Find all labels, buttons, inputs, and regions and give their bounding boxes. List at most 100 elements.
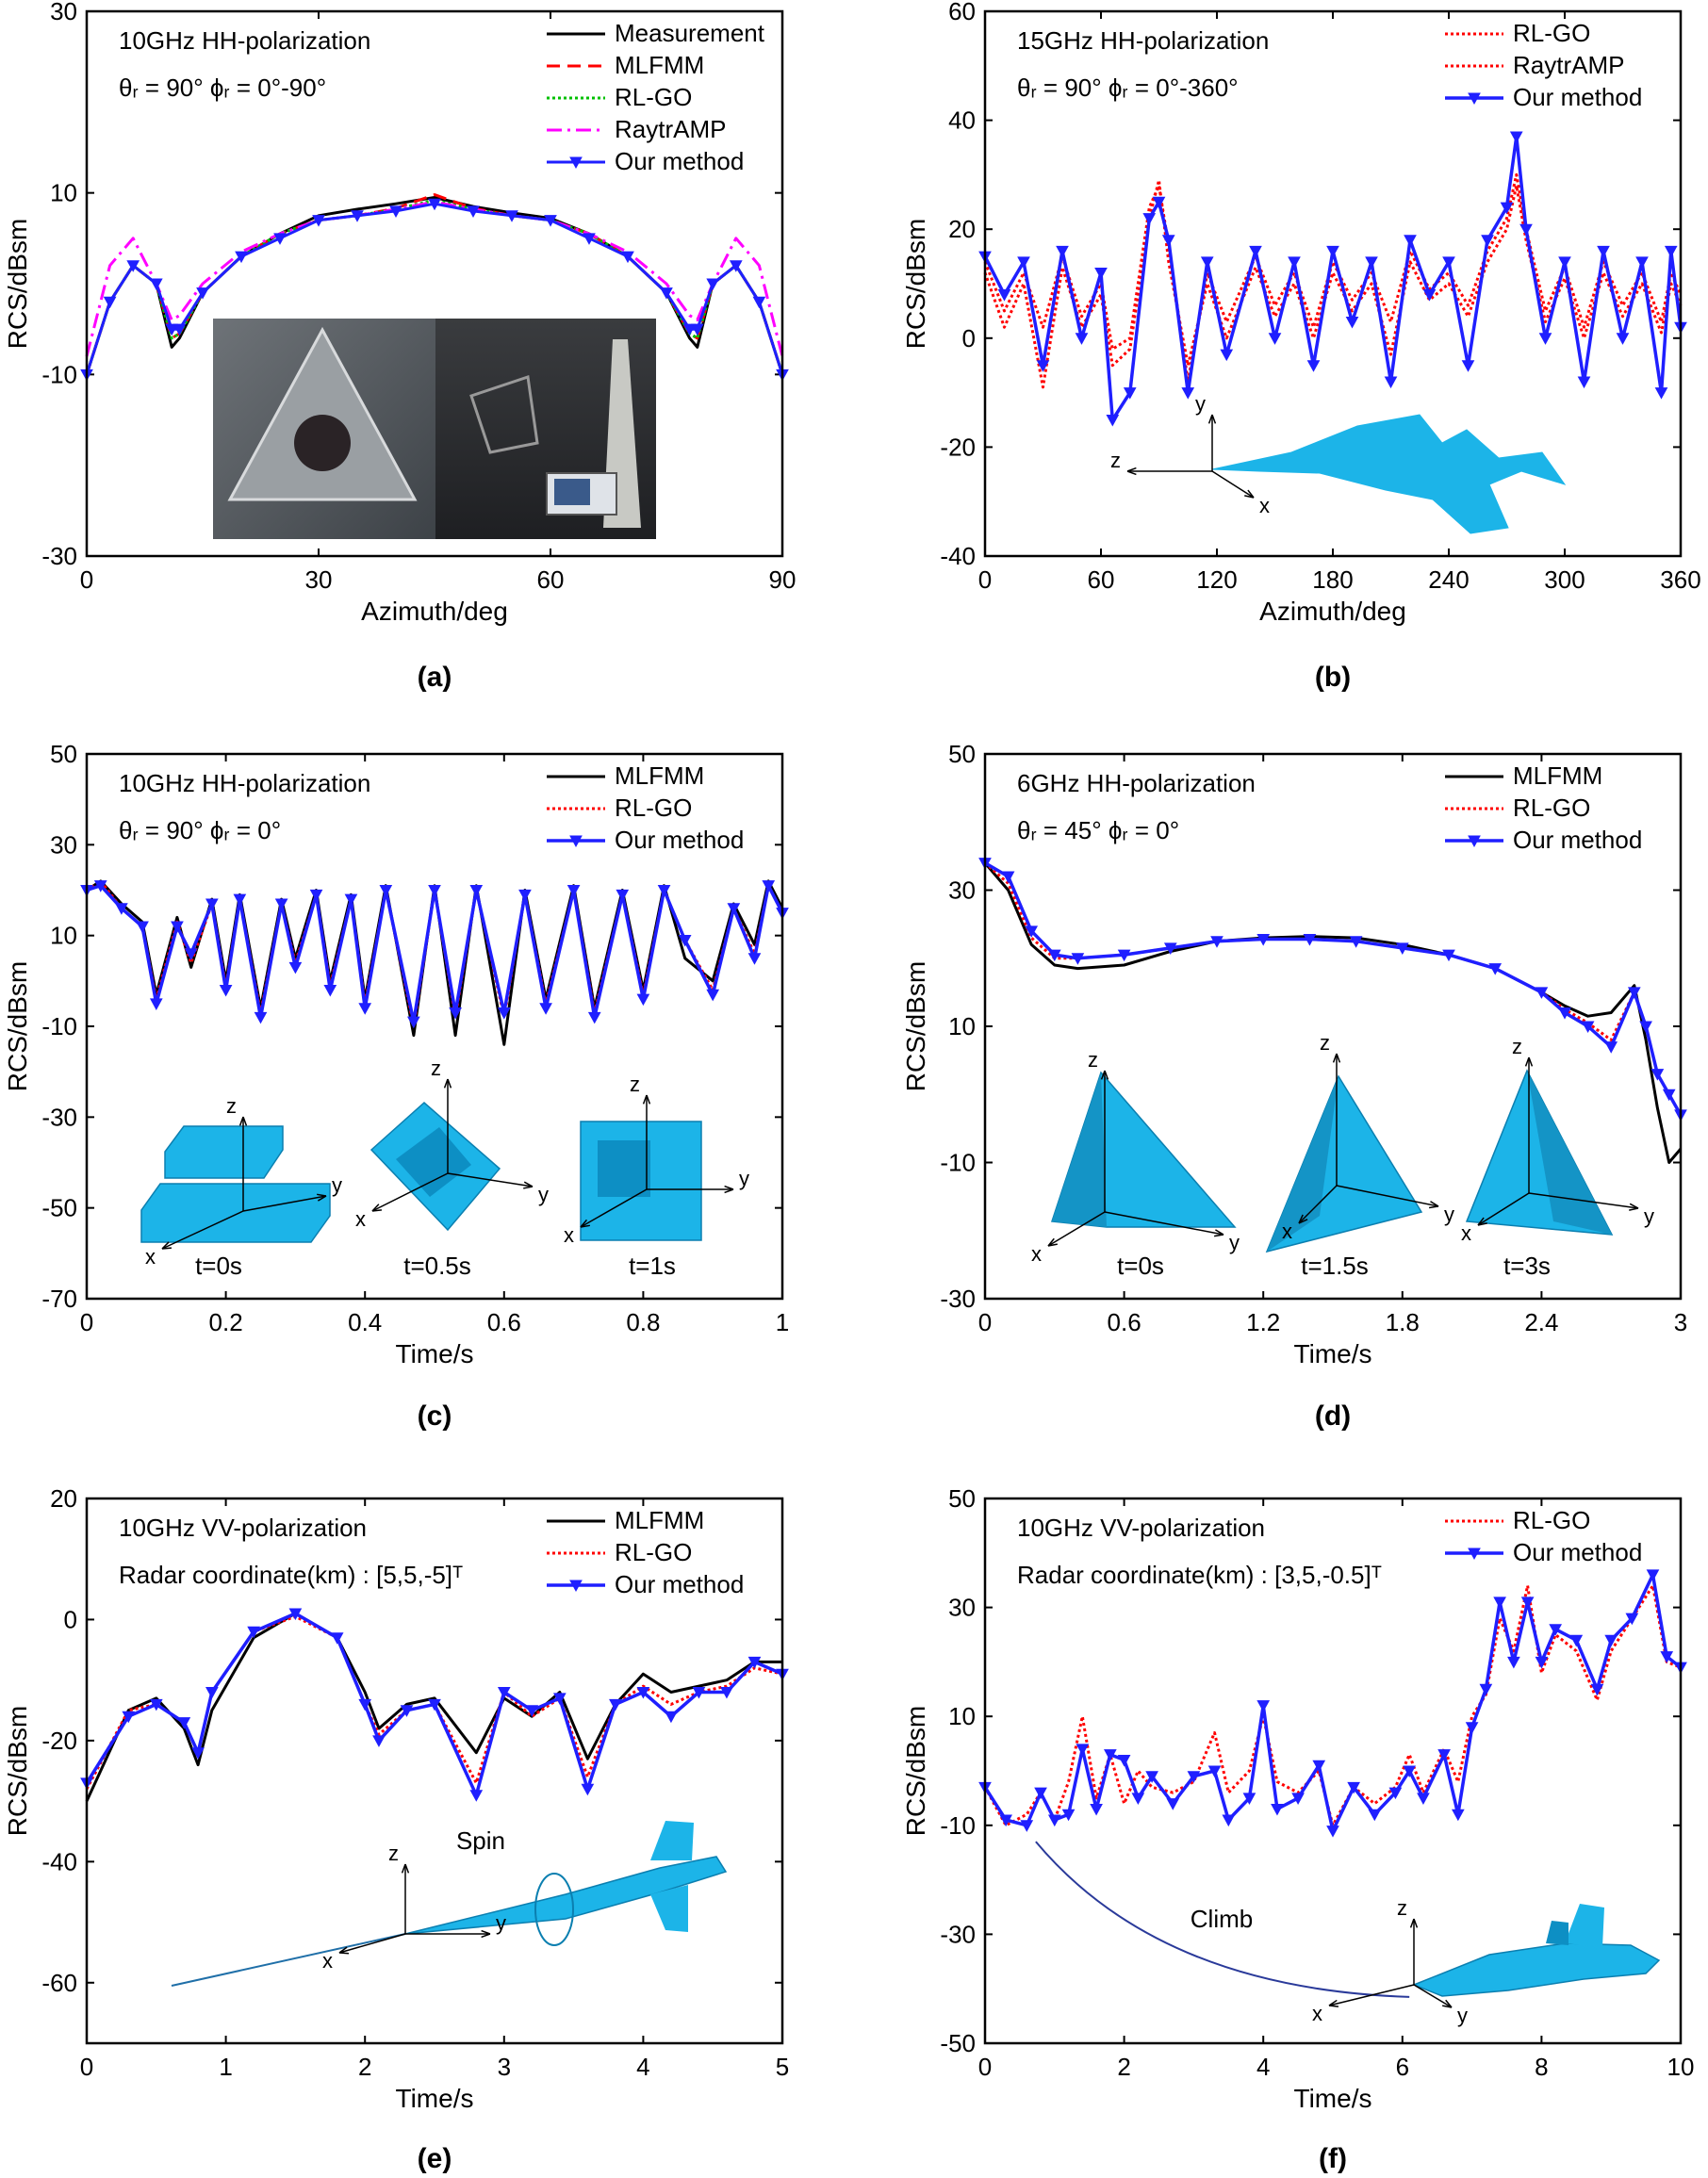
series-marker: [1222, 1814, 1236, 1827]
x-tick-label: 0: [978, 1308, 992, 1336]
series-marker: [727, 903, 741, 915]
trajectory-line: [171, 1933, 406, 1987]
legend-entry: Our method: [615, 826, 744, 854]
legend-entry: Our method: [615, 1570, 744, 1598]
tetra-t3-axes-arrow-z: [1524, 1056, 1534, 1067]
series-marker: [358, 1003, 372, 1015]
x-tick-label: 0.8: [626, 1308, 660, 1336]
block-t0-axes-axis-x: [161, 1210, 244, 1250]
series-marker: [1047, 1814, 1061, 1827]
inset-time-label: t=3s: [1503, 1252, 1551, 1280]
x-tick-label: 0: [80, 565, 93, 594]
series-marker: [1488, 963, 1503, 975]
y-tick-label: 40: [948, 106, 976, 135]
series-marker: [1117, 949, 1131, 962]
legend-entry: Our method: [1513, 826, 1642, 854]
plot-frame: [983, 1497, 1683, 2045]
block-t0: [140, 1183, 331, 1243]
series-marker: [93, 880, 107, 892]
block-t0-axes-label-y: y: [332, 1173, 342, 1197]
x-tick-label: 1.8: [1386, 1308, 1420, 1336]
climb-label: Climb: [1191, 1905, 1253, 1933]
series-marker: [103, 296, 117, 309]
block-t05-axes-label-y: y: [538, 1183, 549, 1206]
missile-axes-label-x: x: [322, 1949, 333, 1973]
series-marker: [1590, 1683, 1604, 1696]
legend-marker: [1468, 92, 1481, 106]
block-t1-inner: [598, 1140, 650, 1197]
inset-f: z y x Climb: [1035, 1841, 1661, 2027]
block-t1-axes-label-x: x: [564, 1223, 574, 1247]
y-tick-label: 0: [64, 1605, 77, 1633]
series-marker: [330, 1632, 344, 1645]
panel-label: (c): [418, 1400, 452, 1432]
legend-c: MLFMM RL-GO Our method: [547, 761, 744, 854]
series-marker: [1403, 1765, 1417, 1778]
series-marker: [126, 260, 140, 272]
series-marker: [1271, 1803, 1284, 1816]
chart-f: 0 2 4 6 8 10 -50 -30 -10 10 30 50 Time/s RCS/dBsm (f) z…: [901, 1484, 1694, 2174]
x-tick-label: 0: [80, 2053, 93, 2081]
series-marker: [428, 885, 441, 897]
x-tick-label: 2.4: [1524, 1308, 1558, 1336]
y-tick-label: -50: [940, 2029, 976, 2057]
missile-fin-bottom: [650, 1885, 688, 1932]
chart-e: 0 1 2 3 4 5 -60 -40 -20 0 20 Time/s RCS/dBsm (e) z y x Sp…: [3, 1484, 789, 2174]
legend-entry: RL-GO: [1513, 794, 1590, 822]
inset-time-label: t=0.5s: [403, 1252, 471, 1280]
series-rl-go: [85, 198, 784, 375]
x-tick-label: 2: [1117, 2053, 1130, 2081]
series-marker: [1123, 387, 1137, 400]
y-tick-label: 10: [50, 179, 77, 207]
annotation: 10GHz HH-polarization: [119, 769, 370, 797]
series-marker: [1569, 1634, 1584, 1647]
series-marker: [469, 885, 484, 897]
series-marker: [1558, 256, 1571, 269]
series-marker: [609, 1698, 622, 1711]
series-marker: [1056, 245, 1069, 258]
legend-entry: RL-GO: [615, 794, 692, 822]
chart-d: 0 0.6 1.2 1.8 2.4 3 -30 -10 10 30 50 Time/s RCS/dBsm…: [901, 740, 1687, 1432]
positioner-frame: [469, 375, 539, 454]
series-marker: [1535, 987, 1549, 999]
series-line: [85, 198, 784, 375]
series-marker: [587, 1011, 601, 1024]
tetra-t15-axes-label-z: z: [1320, 1031, 1330, 1055]
chart-b: 0 60 120 180 240 300 360 -40 -20 0 20 40 60 Azimuth/d…: [901, 0, 1701, 693]
series-marker: [389, 205, 402, 218]
x-tick-label: 6: [1396, 2053, 1409, 2081]
series-marker: [567, 885, 581, 897]
x-axis-label: Time/s: [396, 1339, 474, 1368]
series-marker: [1635, 256, 1649, 269]
series-marker: [1326, 1826, 1339, 1838]
x-axis-label: Time/s: [396, 2084, 474, 2113]
x-tick-label: 4: [636, 2053, 649, 2081]
series-line: [85, 196, 784, 375]
x-tick-label: 0: [978, 565, 992, 594]
tetra-t0-axes-arrow-z: [1100, 1070, 1109, 1080]
panel-label: (e): [418, 2143, 452, 2174]
x-tick-label: 60: [537, 565, 565, 594]
series-marker: [1639, 1021, 1652, 1034]
series-line: [85, 193, 784, 375]
series-marker: [1166, 1798, 1180, 1810]
series-marker: [1481, 235, 1494, 247]
fighter-axes-label-z: z: [1397, 1896, 1407, 1920]
y-tick-label: 50: [948, 740, 976, 768]
series-raytramp: [983, 178, 1683, 389]
x-tick-label: 60: [1088, 565, 1115, 594]
block-t0-axes-label-z: z: [226, 1094, 237, 1118]
tetra-t0-axes-axis-x: [1047, 1211, 1106, 1247]
series-marker: [762, 880, 776, 892]
fighter-tail: [1565, 1904, 1604, 1947]
y-axis-label: RCS/dBsm: [3, 961, 32, 1091]
inset-e: z y x Spin: [171, 1821, 728, 1987]
series-marker: [1036, 360, 1050, 372]
series-marker: [1142, 213, 1157, 225]
series-marker: [323, 984, 337, 997]
block-t0-axes-arrow-z: [238, 1116, 248, 1126]
series-marker: [525, 1705, 539, 1717]
series-marker: [1349, 936, 1363, 948]
series-marker: [1651, 1069, 1665, 1081]
tetra-t0-axes-label-x: x: [1031, 1242, 1042, 1266]
